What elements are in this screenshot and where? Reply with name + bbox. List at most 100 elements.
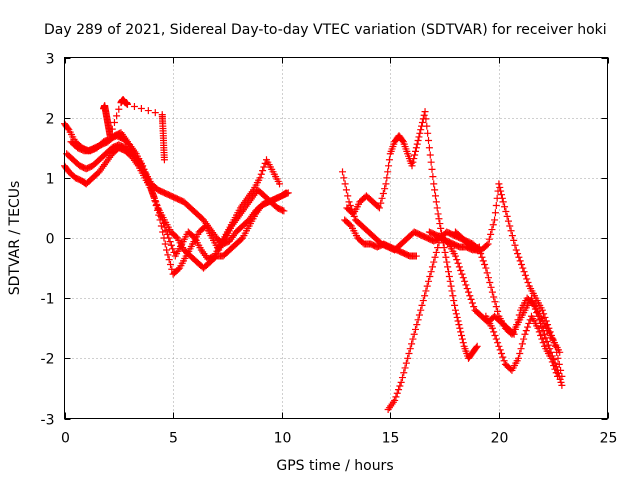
data-point-plus xyxy=(544,341,552,349)
data-point-plus xyxy=(524,279,532,287)
data-point-plus xyxy=(256,174,264,182)
data-point-plus xyxy=(538,323,546,331)
data-point-plus xyxy=(538,306,546,314)
data-point-plus xyxy=(494,307,502,315)
data-point-plus xyxy=(237,235,245,243)
data-point-plus xyxy=(141,169,149,177)
plot-frame xyxy=(64,57,608,419)
data-point-plus xyxy=(484,274,492,282)
data-point-plus xyxy=(431,192,439,200)
data-point-plus xyxy=(521,330,529,338)
data-point-plus xyxy=(498,194,506,202)
data-point-plus xyxy=(551,365,559,373)
data-point-plus xyxy=(174,265,182,273)
data-point-plus xyxy=(453,313,461,321)
data-point-plus xyxy=(489,221,497,229)
data-point-plus xyxy=(492,335,500,343)
data-point-plus xyxy=(542,317,550,325)
data-point-plus xyxy=(521,271,529,279)
data-point-plus xyxy=(418,301,426,309)
data-point-plus xyxy=(488,226,496,234)
data-point-plus xyxy=(410,330,418,338)
data-point-plus xyxy=(423,282,431,290)
data-point-plus xyxy=(520,335,528,343)
data-point-plus xyxy=(431,186,439,194)
data-point-plus xyxy=(518,340,526,348)
data-point-plus xyxy=(145,180,153,188)
x-tick-labels: 0 5 10 15 20 25 xyxy=(61,431,617,447)
data-point-plus xyxy=(408,162,416,170)
data-point-plus xyxy=(412,252,420,260)
data-point-plus xyxy=(464,288,472,296)
data-point-plus xyxy=(166,260,174,268)
data-point-plus xyxy=(161,240,169,248)
data-point-plus xyxy=(513,321,521,329)
data-point-plus xyxy=(467,295,475,303)
data-point-plus xyxy=(159,228,167,236)
data-point-plus xyxy=(451,252,459,260)
data-point-plus xyxy=(106,132,114,140)
data-point-plus xyxy=(504,217,512,225)
data-point-plus xyxy=(339,168,347,176)
data-point-plus xyxy=(525,319,533,327)
data-point-plus xyxy=(458,335,466,343)
data-point-plus xyxy=(383,174,391,182)
data-point-plus xyxy=(522,327,530,335)
data-point-plus xyxy=(409,335,417,343)
data-point-plus xyxy=(490,328,498,336)
data-point-plus xyxy=(430,258,438,266)
data-point-plus xyxy=(444,263,452,271)
data-point-plus xyxy=(538,335,546,343)
data-point-plus xyxy=(162,227,170,235)
data-point-plus xyxy=(517,345,525,353)
data-point-plus xyxy=(283,189,291,197)
data-point-plus xyxy=(486,279,494,287)
data-point-plus xyxy=(491,331,499,339)
data-point-plus xyxy=(545,324,553,332)
data-point-plus xyxy=(478,253,486,261)
data-point-plus xyxy=(449,292,457,300)
data-point-plus xyxy=(163,246,171,254)
data-point-plus xyxy=(528,299,536,307)
data-point-plus xyxy=(537,331,545,339)
data-point-plus xyxy=(110,118,118,126)
series-track-k xyxy=(482,312,562,380)
data-point-plus xyxy=(140,165,148,173)
data-point-plus xyxy=(433,204,441,212)
y-tick-label: -2 xyxy=(41,352,55,368)
data-point-plus xyxy=(64,124,72,132)
data-point-plus xyxy=(374,203,382,211)
data-point-plus xyxy=(491,216,499,224)
data-point-plus xyxy=(434,210,442,218)
data-point-plus xyxy=(340,174,348,182)
data-point-plus xyxy=(385,162,393,170)
data-point-plus xyxy=(495,180,503,188)
data-point-plus xyxy=(448,287,456,295)
data-point-plus xyxy=(524,323,532,331)
data-point-plus xyxy=(549,335,557,343)
data-point-plus xyxy=(422,115,430,123)
data-point-plus xyxy=(161,223,169,231)
x-axis-label: GPS time / hours xyxy=(276,458,393,474)
data-point-plus xyxy=(158,216,166,224)
series-track-c xyxy=(63,141,292,248)
data-point-plus xyxy=(137,105,145,113)
data-points xyxy=(61,96,566,413)
data-point-plus xyxy=(454,317,462,325)
data-point-plus xyxy=(425,144,433,152)
data-point-plus xyxy=(479,257,487,265)
data-point-plus xyxy=(395,386,403,394)
data-point-plus xyxy=(461,277,469,285)
data-point-plus xyxy=(540,310,548,318)
data-point-plus xyxy=(547,354,555,362)
data-point-plus xyxy=(510,236,518,244)
data-point-plus xyxy=(143,173,151,181)
data-point-plus xyxy=(342,186,350,194)
data-point-plus xyxy=(410,155,418,163)
data-point-plus xyxy=(502,208,510,216)
data-point-plus xyxy=(422,287,430,295)
data-point-plus xyxy=(498,191,506,199)
data-point-plus xyxy=(500,357,508,365)
data-point-plus xyxy=(451,301,459,309)
